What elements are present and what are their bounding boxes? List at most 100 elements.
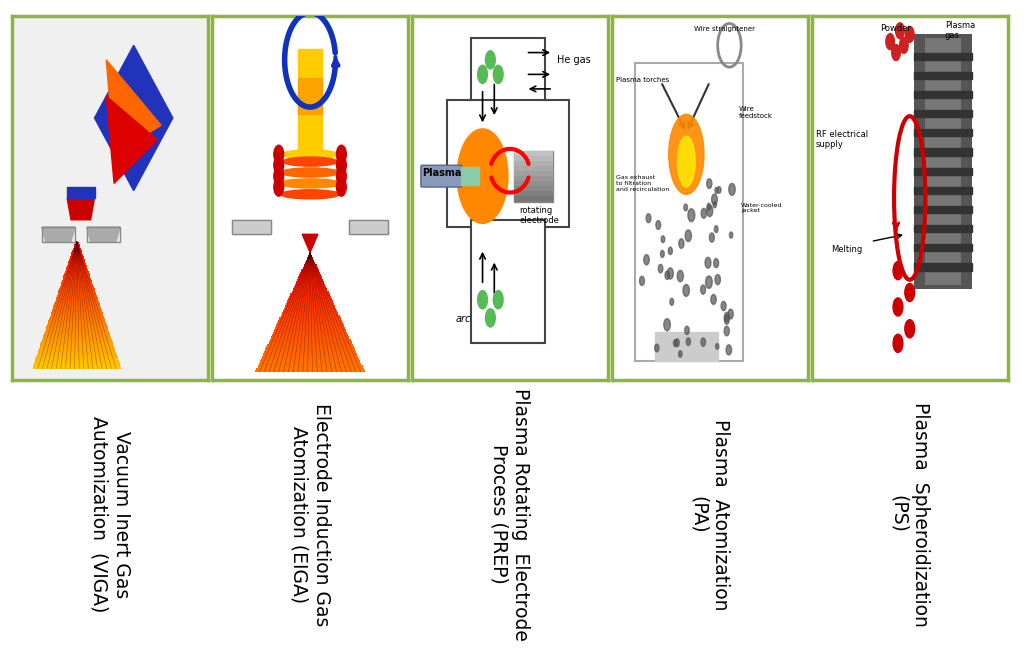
Circle shape (707, 178, 712, 188)
Polygon shape (106, 60, 161, 154)
Polygon shape (308, 255, 312, 257)
Polygon shape (52, 307, 101, 310)
Bar (471, 38, 545, 111)
Polygon shape (278, 322, 343, 324)
Ellipse shape (669, 114, 703, 194)
Polygon shape (45, 328, 109, 330)
Polygon shape (300, 272, 319, 274)
Polygon shape (67, 265, 87, 267)
Polygon shape (36, 358, 119, 360)
Polygon shape (47, 324, 106, 326)
Circle shape (674, 339, 677, 347)
Circle shape (715, 226, 718, 232)
Polygon shape (75, 241, 79, 243)
Bar (87, 227, 120, 241)
Ellipse shape (283, 157, 338, 166)
Polygon shape (305, 262, 315, 264)
Circle shape (664, 319, 671, 331)
Polygon shape (53, 305, 100, 307)
Circle shape (477, 291, 487, 309)
Circle shape (273, 156, 284, 175)
Polygon shape (285, 305, 335, 308)
Polygon shape (302, 234, 317, 252)
Polygon shape (286, 303, 334, 305)
Polygon shape (43, 335, 111, 337)
Polygon shape (40, 345, 114, 348)
Polygon shape (70, 258, 85, 261)
Circle shape (273, 167, 284, 185)
Circle shape (905, 27, 914, 42)
Bar (514, 176, 553, 181)
Circle shape (477, 66, 487, 84)
Polygon shape (264, 351, 356, 353)
Text: Plasma  Spheroidization
(PS): Plasma Spheroidization (PS) (889, 402, 930, 627)
Polygon shape (266, 346, 354, 349)
Polygon shape (231, 220, 271, 234)
Bar (514, 191, 553, 197)
Bar (514, 156, 553, 161)
Polygon shape (52, 310, 101, 312)
Polygon shape (59, 286, 94, 288)
Circle shape (273, 145, 284, 164)
Polygon shape (50, 316, 104, 318)
Bar (298, 49, 322, 151)
Bar (913, 149, 973, 156)
Circle shape (665, 271, 670, 280)
Polygon shape (302, 267, 317, 269)
Text: Plasma torches: Plasma torches (615, 77, 669, 82)
Ellipse shape (281, 190, 339, 199)
Polygon shape (42, 339, 112, 341)
Polygon shape (68, 263, 86, 265)
Polygon shape (293, 288, 328, 291)
Polygon shape (295, 284, 326, 286)
Polygon shape (297, 279, 324, 281)
Polygon shape (59, 288, 94, 290)
Bar (514, 151, 553, 156)
Bar (514, 151, 553, 202)
Text: Electrode Induction Gas
Atomization (EIGA): Electrode Induction Gas Atomization (EIG… (290, 402, 331, 626)
Bar (926, 38, 961, 285)
Polygon shape (50, 313, 103, 316)
Bar (913, 187, 973, 194)
Bar (447, 100, 568, 227)
Polygon shape (301, 269, 318, 272)
Polygon shape (276, 324, 344, 327)
Circle shape (718, 186, 721, 193)
Polygon shape (74, 243, 80, 246)
Polygon shape (56, 297, 97, 299)
Bar (514, 197, 553, 202)
Circle shape (728, 309, 733, 319)
Polygon shape (287, 300, 333, 303)
Circle shape (893, 262, 903, 280)
Polygon shape (309, 252, 311, 255)
Circle shape (706, 257, 711, 268)
Circle shape (701, 338, 706, 347)
Circle shape (685, 326, 689, 334)
Polygon shape (255, 370, 365, 373)
Circle shape (710, 233, 715, 242)
Bar (514, 171, 553, 176)
Circle shape (715, 275, 721, 285)
Polygon shape (48, 322, 106, 324)
Polygon shape (289, 298, 332, 300)
Bar (471, 220, 545, 343)
Text: Vacuum Inert Gas
Automization  (VIGA): Vacuum Inert Gas Automization (VIGA) (90, 416, 131, 613)
Circle shape (685, 230, 691, 241)
Circle shape (337, 178, 346, 196)
Text: arc: arc (455, 313, 470, 323)
Circle shape (485, 309, 496, 327)
Polygon shape (262, 356, 358, 358)
Polygon shape (57, 293, 96, 295)
Polygon shape (46, 326, 108, 328)
Polygon shape (270, 336, 349, 339)
Polygon shape (307, 257, 313, 260)
Circle shape (679, 350, 682, 357)
Circle shape (892, 45, 900, 60)
Circle shape (714, 258, 719, 267)
Circle shape (712, 194, 718, 205)
Bar (913, 167, 973, 175)
Circle shape (337, 167, 346, 185)
Circle shape (896, 23, 904, 39)
Polygon shape (73, 248, 81, 250)
Bar (913, 129, 973, 136)
